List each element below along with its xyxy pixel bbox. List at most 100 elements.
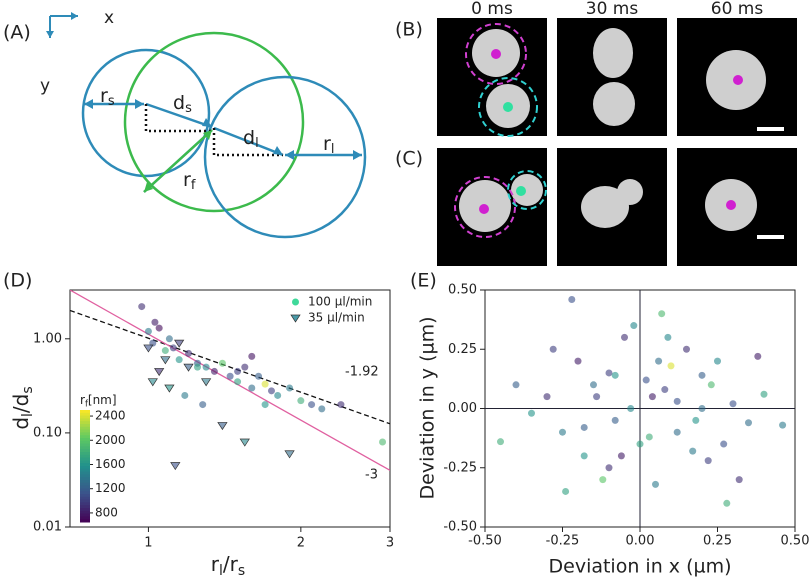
label-part: f: [85, 398, 89, 408]
label-sub: l: [331, 142, 335, 157]
point: [284, 450, 295, 459]
panel-bc: (B) (C) 0 ms 30 ms 60 ms: [395, 0, 797, 266]
point: [297, 397, 305, 405]
label-base: r: [323, 133, 331, 155]
label-part: /d: [9, 394, 33, 413]
colorbar-tick-label: 1600: [95, 457, 126, 471]
point: [599, 476, 607, 484]
point: [605, 464, 613, 472]
point: [181, 391, 189, 399]
point: [248, 352, 256, 360]
point: [707, 381, 715, 389]
point: [683, 345, 690, 353]
point: [255, 372, 263, 380]
legend-marker: [292, 298, 299, 306]
point: [590, 381, 597, 389]
point: [630, 322, 638, 330]
point: [754, 352, 762, 360]
x-axis-label: Deviation in x (µm): [549, 556, 732, 578]
colorbar-cell: [80, 424, 90, 428]
point: [580, 423, 588, 431]
legend-label: 35 µl/min: [308, 311, 365, 325]
point: [174, 339, 185, 348]
point: [745, 419, 752, 427]
point: [143, 344, 154, 353]
point: [636, 440, 644, 448]
legend-marker: [290, 314, 301, 323]
colorbar-cell: [80, 452, 90, 456]
point: [160, 356, 171, 365]
point: [199, 401, 207, 409]
point: [202, 363, 210, 371]
point: [735, 476, 743, 484]
colorbar-cell: [80, 480, 90, 484]
diagram-label: ds: [173, 92, 192, 116]
colorbar-cell: [80, 466, 90, 470]
fit-label: -1.92: [345, 365, 379, 380]
point: [169, 344, 177, 352]
point: [664, 333, 672, 341]
point: [580, 452, 588, 460]
label-sub: s: [108, 94, 115, 109]
point: [617, 452, 625, 460]
point: [627, 405, 635, 412]
point: [528, 409, 535, 417]
x-tick-label: -0.50: [468, 534, 502, 549]
panel-label: (D): [3, 270, 32, 292]
x-tick-label: 2: [297, 536, 305, 551]
colorbar-cell: [80, 505, 90, 509]
point: [729, 400, 737, 408]
label-part: r: [211, 552, 220, 576]
diagram-label: rs: [100, 85, 115, 109]
point: [138, 303, 146, 311]
point: [154, 368, 165, 377]
colorbar-cell: [80, 513, 90, 517]
label-part: s: [20, 386, 36, 393]
point: [574, 357, 582, 365]
point: [723, 499, 731, 507]
point: [151, 318, 159, 326]
fit-line: [70, 290, 390, 471]
point: [667, 362, 675, 370]
panel-label: (A): [3, 22, 31, 44]
y-tick-label: 0.01: [33, 520, 62, 535]
y-tick-label: -0.25: [443, 460, 477, 475]
colorbar-cell: [80, 418, 90, 422]
fit-line: [70, 309, 390, 425]
point: [200, 378, 212, 387]
time-label: 60 ms: [711, 0, 764, 19]
point: [241, 363, 249, 371]
point: [239, 438, 250, 447]
colorbar-cell: [80, 432, 90, 436]
point: [147, 378, 158, 387]
colorbar-tick-label: 2400: [95, 409, 126, 423]
rf-arrow: [143, 129, 213, 193]
point: [559, 428, 566, 436]
point: [226, 372, 234, 380]
point: [692, 416, 700, 424]
fused-drop: [123, 31, 305, 213]
colorbar-cell: [80, 443, 90, 447]
colorbar-cell: [80, 435, 90, 439]
point: [673, 397, 681, 405]
point: [562, 487, 570, 495]
point: [779, 421, 787, 429]
point: [234, 367, 242, 375]
large-drop: [203, 75, 367, 239]
panel-label: (C): [395, 148, 423, 170]
y-tick-label: 0.25: [448, 342, 477, 357]
colorbar-cell: [80, 502, 90, 506]
label-base: r: [100, 85, 108, 107]
point: [308, 401, 316, 409]
point: [337, 401, 345, 409]
arrows: [84, 102, 362, 193]
point: [655, 357, 663, 365]
colorbar-tick-label: 2000: [95, 433, 126, 447]
point: [714, 357, 721, 365]
point: [175, 356, 183, 364]
point: [652, 480, 659, 488]
point: [605, 369, 613, 377]
point: [286, 384, 294, 392]
x-tick-label: 0.00: [626, 534, 655, 549]
point: [543, 393, 551, 401]
